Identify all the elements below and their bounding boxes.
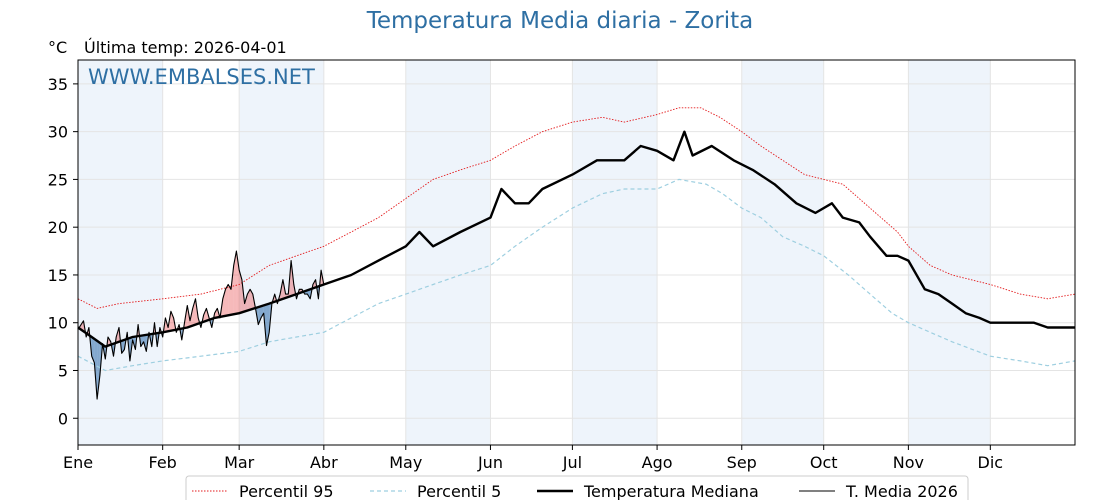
above-median-fill — [230, 265, 234, 315]
watermark: WWW.EMBALSES.NET — [88, 65, 315, 89]
x-tick-label: Ene — [63, 453, 93, 472]
x-tick-label: Feb — [149, 453, 177, 472]
month-band — [572, 60, 658, 445]
p5-series-line — [77, 178, 1076, 372]
legend-label: Percentil 5 — [417, 482, 501, 500]
median-series-line — [77, 130, 1075, 348]
above-median-fill — [228, 284, 231, 316]
below-median-fill — [97, 340, 100, 400]
legend: Percentil 95 Percentil 5 Temperatura Media… — [185, 475, 969, 500]
y-tick-label: 30 — [48, 123, 68, 142]
y-tick-label: 10 — [48, 314, 68, 333]
month-band — [78, 60, 163, 445]
above-median-fill — [203, 308, 207, 322]
x-tick-label: Oct — [810, 453, 838, 472]
x-tick-label: Ago — [642, 453, 673, 472]
y-axis-unit-label: °C — [48, 38, 68, 57]
series-lines — [77, 107, 1076, 400]
current-year-series-line — [77, 250, 325, 400]
above-median-fill — [225, 284, 229, 316]
y-tick-label: 5 — [58, 361, 68, 380]
legend-box — [185, 475, 969, 500]
below-median-fill — [258, 306, 262, 325]
y-tick-label: 20 — [48, 218, 68, 237]
x-tick-label: Abr — [310, 453, 338, 472]
above-median-fill — [239, 270, 242, 314]
last-temp-label: Última temp: 2026-04-01 — [84, 38, 287, 57]
legend-label: T. Media 2026 — [845, 482, 958, 500]
below-median-fill — [140, 335, 144, 347]
y-tick-label: 0 — [58, 409, 68, 428]
y-tick-label: 25 — [48, 170, 68, 189]
y-tick-label: 15 — [48, 266, 68, 285]
x-tick-label: May — [389, 453, 422, 472]
above-median-fill — [233, 251, 237, 315]
below-median-fill — [261, 305, 264, 318]
x-tick-label: Jun — [477, 453, 503, 472]
p95-series-line — [77, 107, 1076, 309]
above-median-fill — [214, 308, 218, 318]
above-median-fill — [192, 298, 196, 326]
x-tick-label: Dic — [978, 453, 1004, 472]
chart-title: Temperatura Media diaria - Zorita — [366, 8, 754, 34]
y-axis-ticks: 0 5 10 15 20 25 30 35 — [48, 75, 78, 428]
below-median-fill — [307, 289, 311, 299]
y-tick-label: 35 — [48, 75, 68, 94]
above-median-fill — [222, 289, 226, 317]
x-tick-label: Jul — [562, 453, 582, 472]
x-axis-ticks: Ene Feb Mar Abr May Jun Jul Ago Sep Oct Nov Dic — [63, 445, 1003, 472]
above-median-fill — [247, 289, 251, 311]
above-median-fill — [170, 311, 174, 331]
month-band — [405, 60, 491, 445]
month-bands — [78, 60, 991, 445]
x-tick-label: Mar — [224, 453, 255, 472]
month-band — [239, 60, 324, 445]
plot-frame — [77, 59, 1076, 446]
month-band — [741, 60, 824, 445]
legend-label: Percentil 95 — [239, 482, 334, 500]
x-tick-label: Nov — [893, 453, 924, 472]
month-band — [908, 60, 991, 445]
above-median-fill — [250, 289, 253, 310]
x-tick-label: Sep — [727, 453, 757, 472]
legend-label: Temperatura Mediana — [583, 482, 759, 500]
